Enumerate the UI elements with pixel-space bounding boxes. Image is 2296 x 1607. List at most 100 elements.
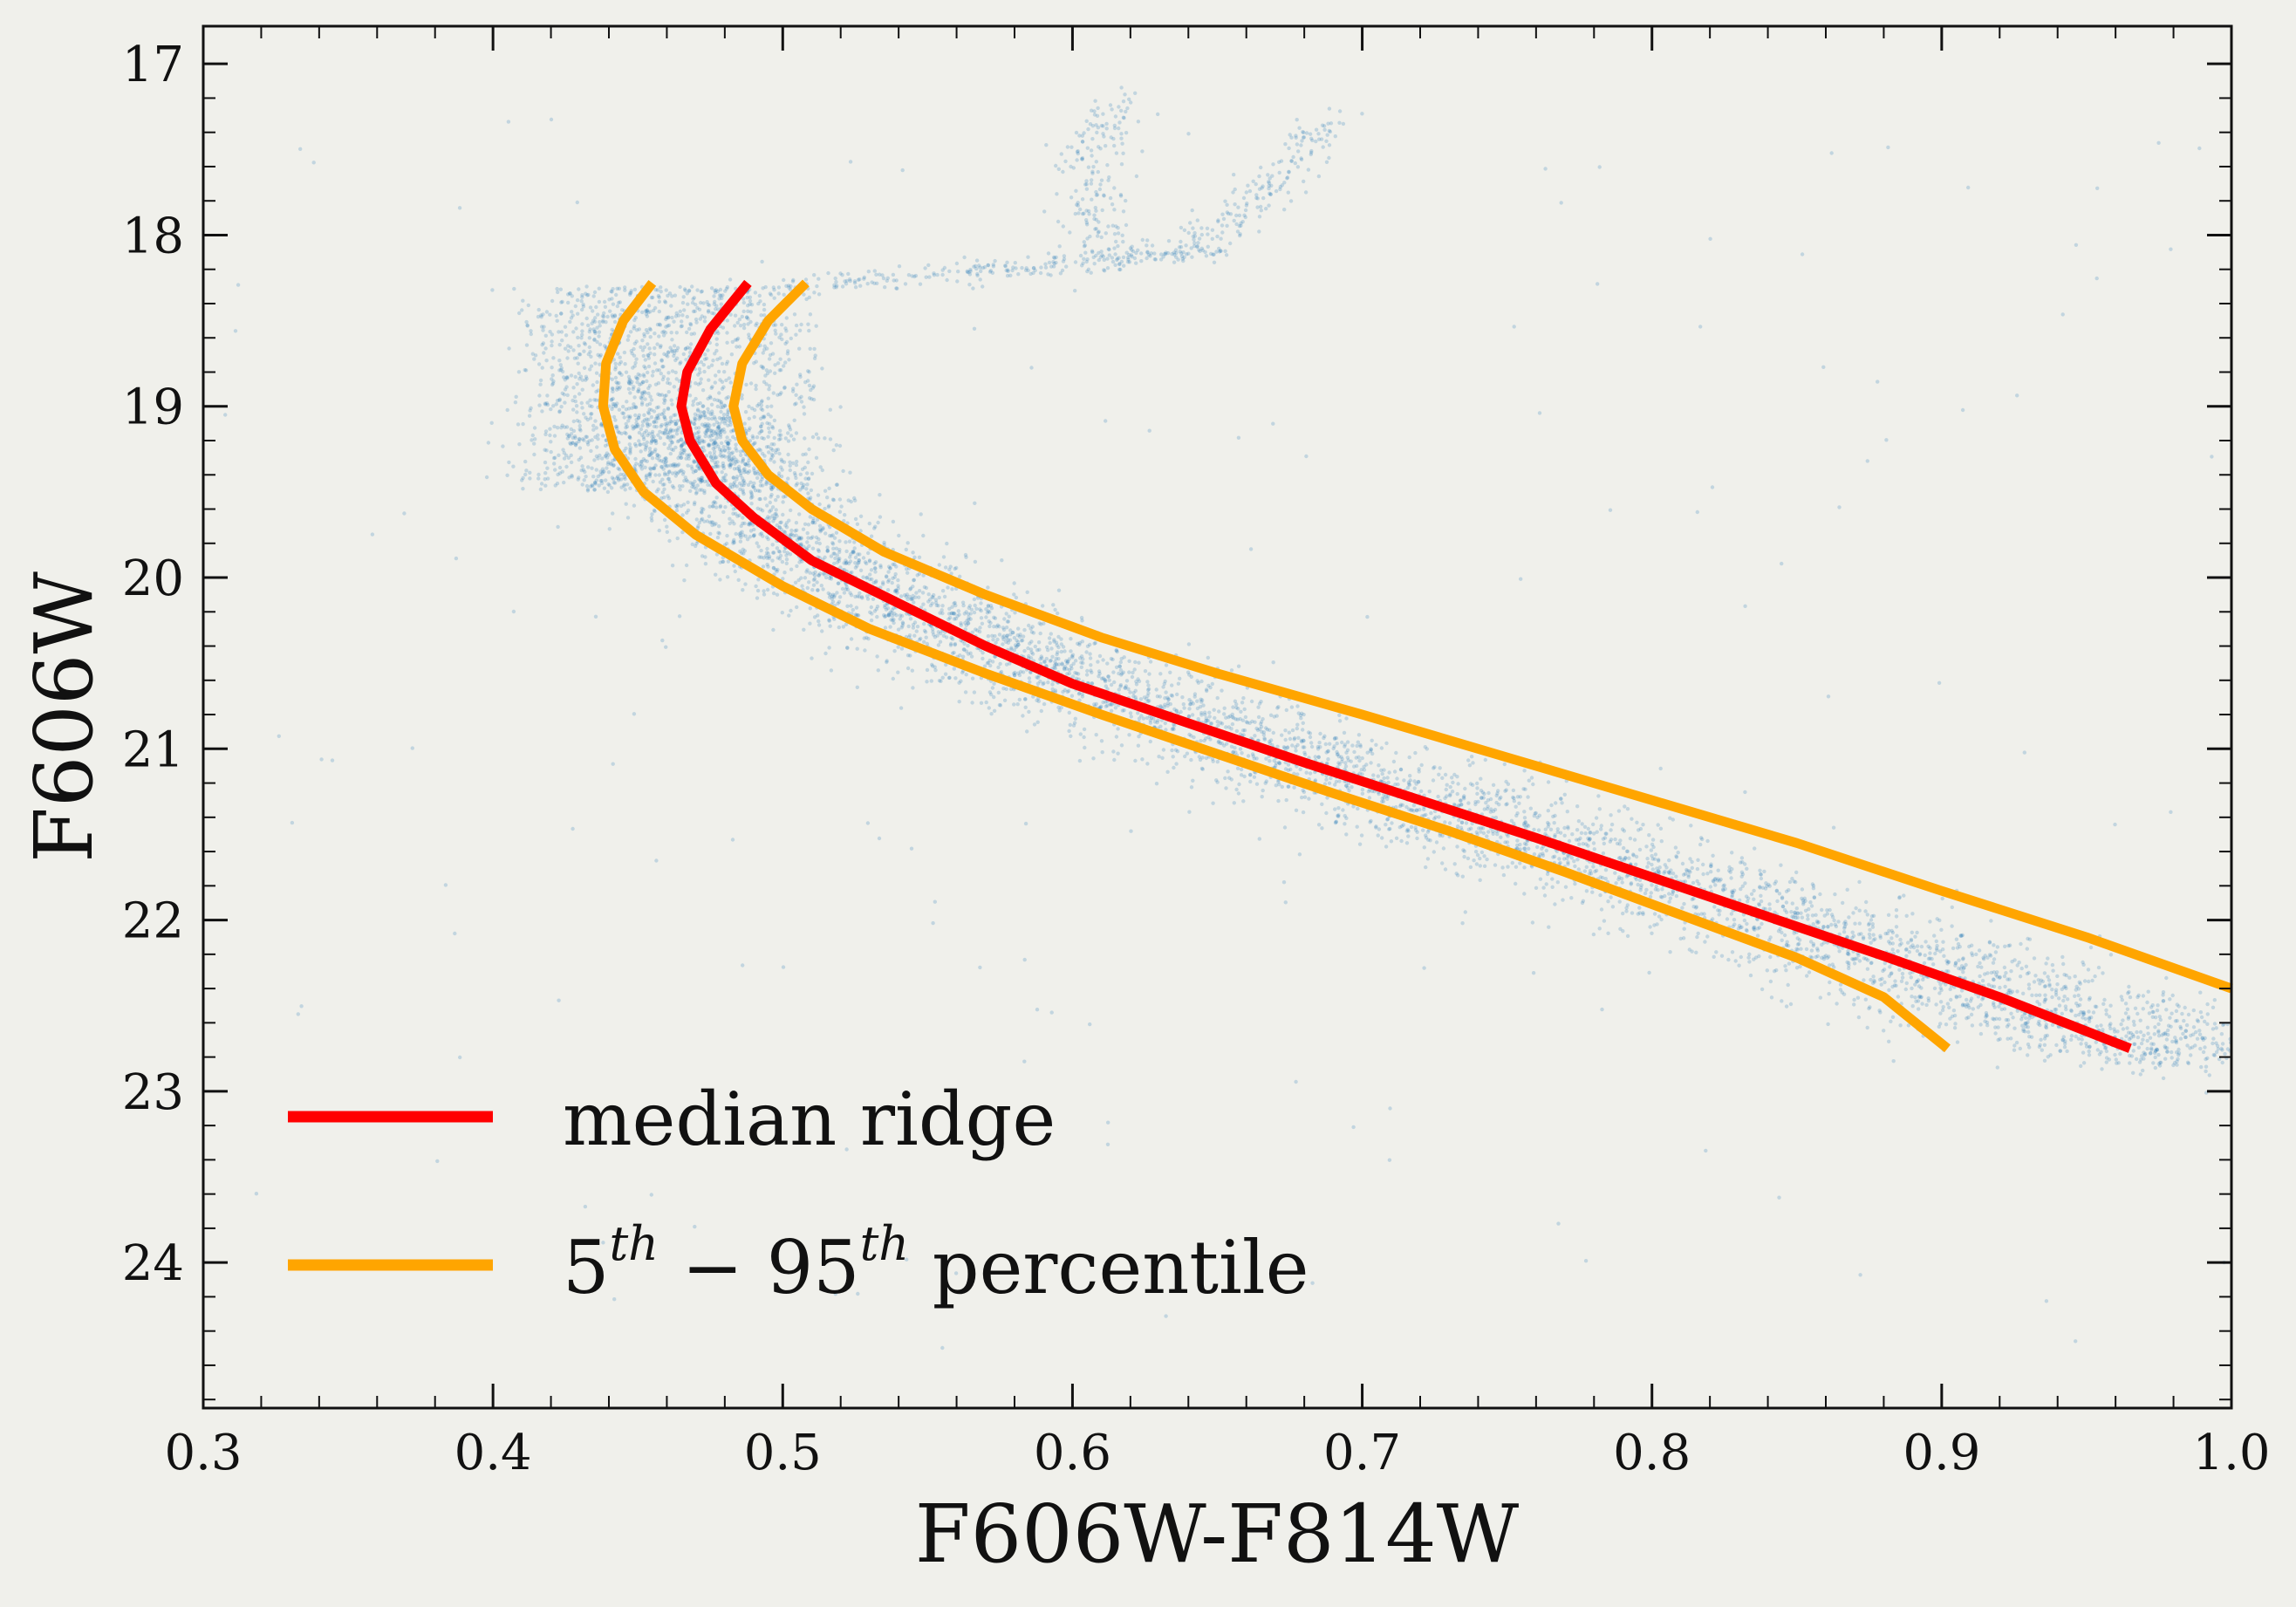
scatter-point	[1049, 646, 1054, 651]
scatter-point	[1648, 925, 1652, 929]
scatter-point	[1797, 941, 1801, 947]
scatter-point	[1025, 729, 1029, 734]
scatter-point	[1780, 904, 1786, 909]
scatter-point	[1042, 659, 1047, 664]
scatter-point	[1161, 748, 1166, 752]
scatter-point	[725, 575, 730, 579]
scatter-point	[1350, 743, 1355, 748]
scatter-point	[1532, 851, 1537, 857]
scatter-point	[830, 497, 836, 502]
scatter-point	[896, 584, 900, 588]
scatter-point	[2104, 1060, 2108, 1064]
scatter-point	[912, 633, 917, 638]
scatter-point	[2183, 1005, 2187, 1010]
scatter-point	[905, 666, 911, 671]
scatter-point	[770, 543, 775, 547]
scatter-point	[1690, 897, 1695, 902]
scatter-point	[937, 563, 942, 567]
scatter-point	[1189, 785, 1194, 790]
scatter-point	[1855, 995, 1861, 1000]
scatter-point	[2181, 1031, 2185, 1036]
scatter-point	[709, 520, 714, 524]
scatter-point	[1890, 930, 1896, 935]
scatter-point	[694, 544, 698, 549]
scatter-point	[953, 566, 957, 571]
scatter-point	[1069, 649, 1073, 653]
scatter-point	[1461, 795, 1466, 800]
scatter-point	[740, 530, 744, 534]
scatter-point	[892, 605, 896, 610]
scatter-point	[775, 523, 779, 528]
scatter-point	[1650, 883, 1654, 887]
scatter-point	[2090, 978, 2094, 983]
scatter-point	[2165, 1046, 2170, 1050]
scatter-point	[1352, 764, 1356, 769]
scatter-point	[2074, 988, 2078, 992]
scatter-point	[1748, 973, 1753, 978]
scatter-point	[1457, 817, 1461, 823]
scatter-point	[984, 607, 988, 612]
scatter-point	[1739, 874, 1744, 879]
scatter-point	[1580, 822, 1584, 826]
scatter-point	[1785, 940, 1789, 944]
scatter-point	[1499, 835, 1503, 839]
scatter-point	[792, 402, 797, 407]
scatter-point	[1847, 966, 1851, 971]
scatter-point	[1486, 830, 1491, 834]
scatter-point	[1759, 876, 1764, 881]
scatter-point	[1909, 945, 1913, 949]
scatter-point	[1471, 761, 1475, 765]
scatter-point	[1650, 842, 1655, 847]
scatter-point	[925, 667, 930, 673]
scatter-point	[2184, 1022, 2190, 1028]
scatter-point	[867, 521, 871, 526]
scatter-point	[1528, 806, 1534, 810]
scatter-point	[1374, 742, 1378, 747]
scatter-point	[655, 453, 659, 458]
scatter-point	[886, 613, 892, 618]
scatter-point	[1765, 968, 1770, 973]
scatter-point	[1965, 1016, 1969, 1021]
scatter-point	[2139, 1041, 2144, 1046]
scatter-point	[1000, 558, 1004, 563]
scatter-point	[1384, 741, 1389, 746]
scatter-point	[1282, 746, 1287, 750]
scatter-point	[2080, 1037, 2084, 1042]
scatter-point	[1231, 749, 1236, 755]
scatter-point	[994, 640, 998, 645]
scatter-point	[1432, 766, 1436, 770]
scatter-point	[912, 578, 917, 582]
scatter-point	[876, 520, 880, 525]
scatter-point	[1906, 940, 1910, 945]
scatter-point	[1479, 850, 1485, 855]
scatter-point	[1333, 783, 1337, 787]
scatter-point	[1904, 981, 1909, 986]
scatter-point	[1069, 694, 1075, 698]
scatter-point	[1760, 987, 1765, 992]
scatter-point	[1857, 879, 1862, 885]
scatter-point	[1832, 965, 1836, 969]
scatter-point	[1114, 665, 1119, 669]
scatter-point	[881, 580, 885, 585]
scatter-point	[1711, 853, 1715, 858]
scatter-point	[872, 566, 878, 571]
scatter-point	[1454, 872, 1459, 876]
scatter-point	[953, 641, 958, 646]
scatter-point	[1998, 985, 2002, 990]
scatter-point	[1657, 871, 1662, 875]
scatter-point	[1106, 674, 1110, 679]
scatter-point	[1122, 655, 1126, 660]
scatter-point	[1116, 751, 1120, 756]
scatter-point	[1048, 640, 1052, 646]
scatter-point	[1459, 798, 1463, 803]
scatter-point	[1215, 760, 1220, 764]
scatter-point	[2002, 965, 2007, 970]
scatter-point	[1897, 968, 1902, 972]
scatter-point	[767, 556, 771, 560]
scatter-point	[1504, 788, 1508, 792]
scatter-point	[1952, 1026, 1958, 1030]
scatter-point	[1553, 833, 1557, 838]
scatter-point	[2024, 964, 2029, 969]
scatter-point	[2138, 1018, 2142, 1022]
